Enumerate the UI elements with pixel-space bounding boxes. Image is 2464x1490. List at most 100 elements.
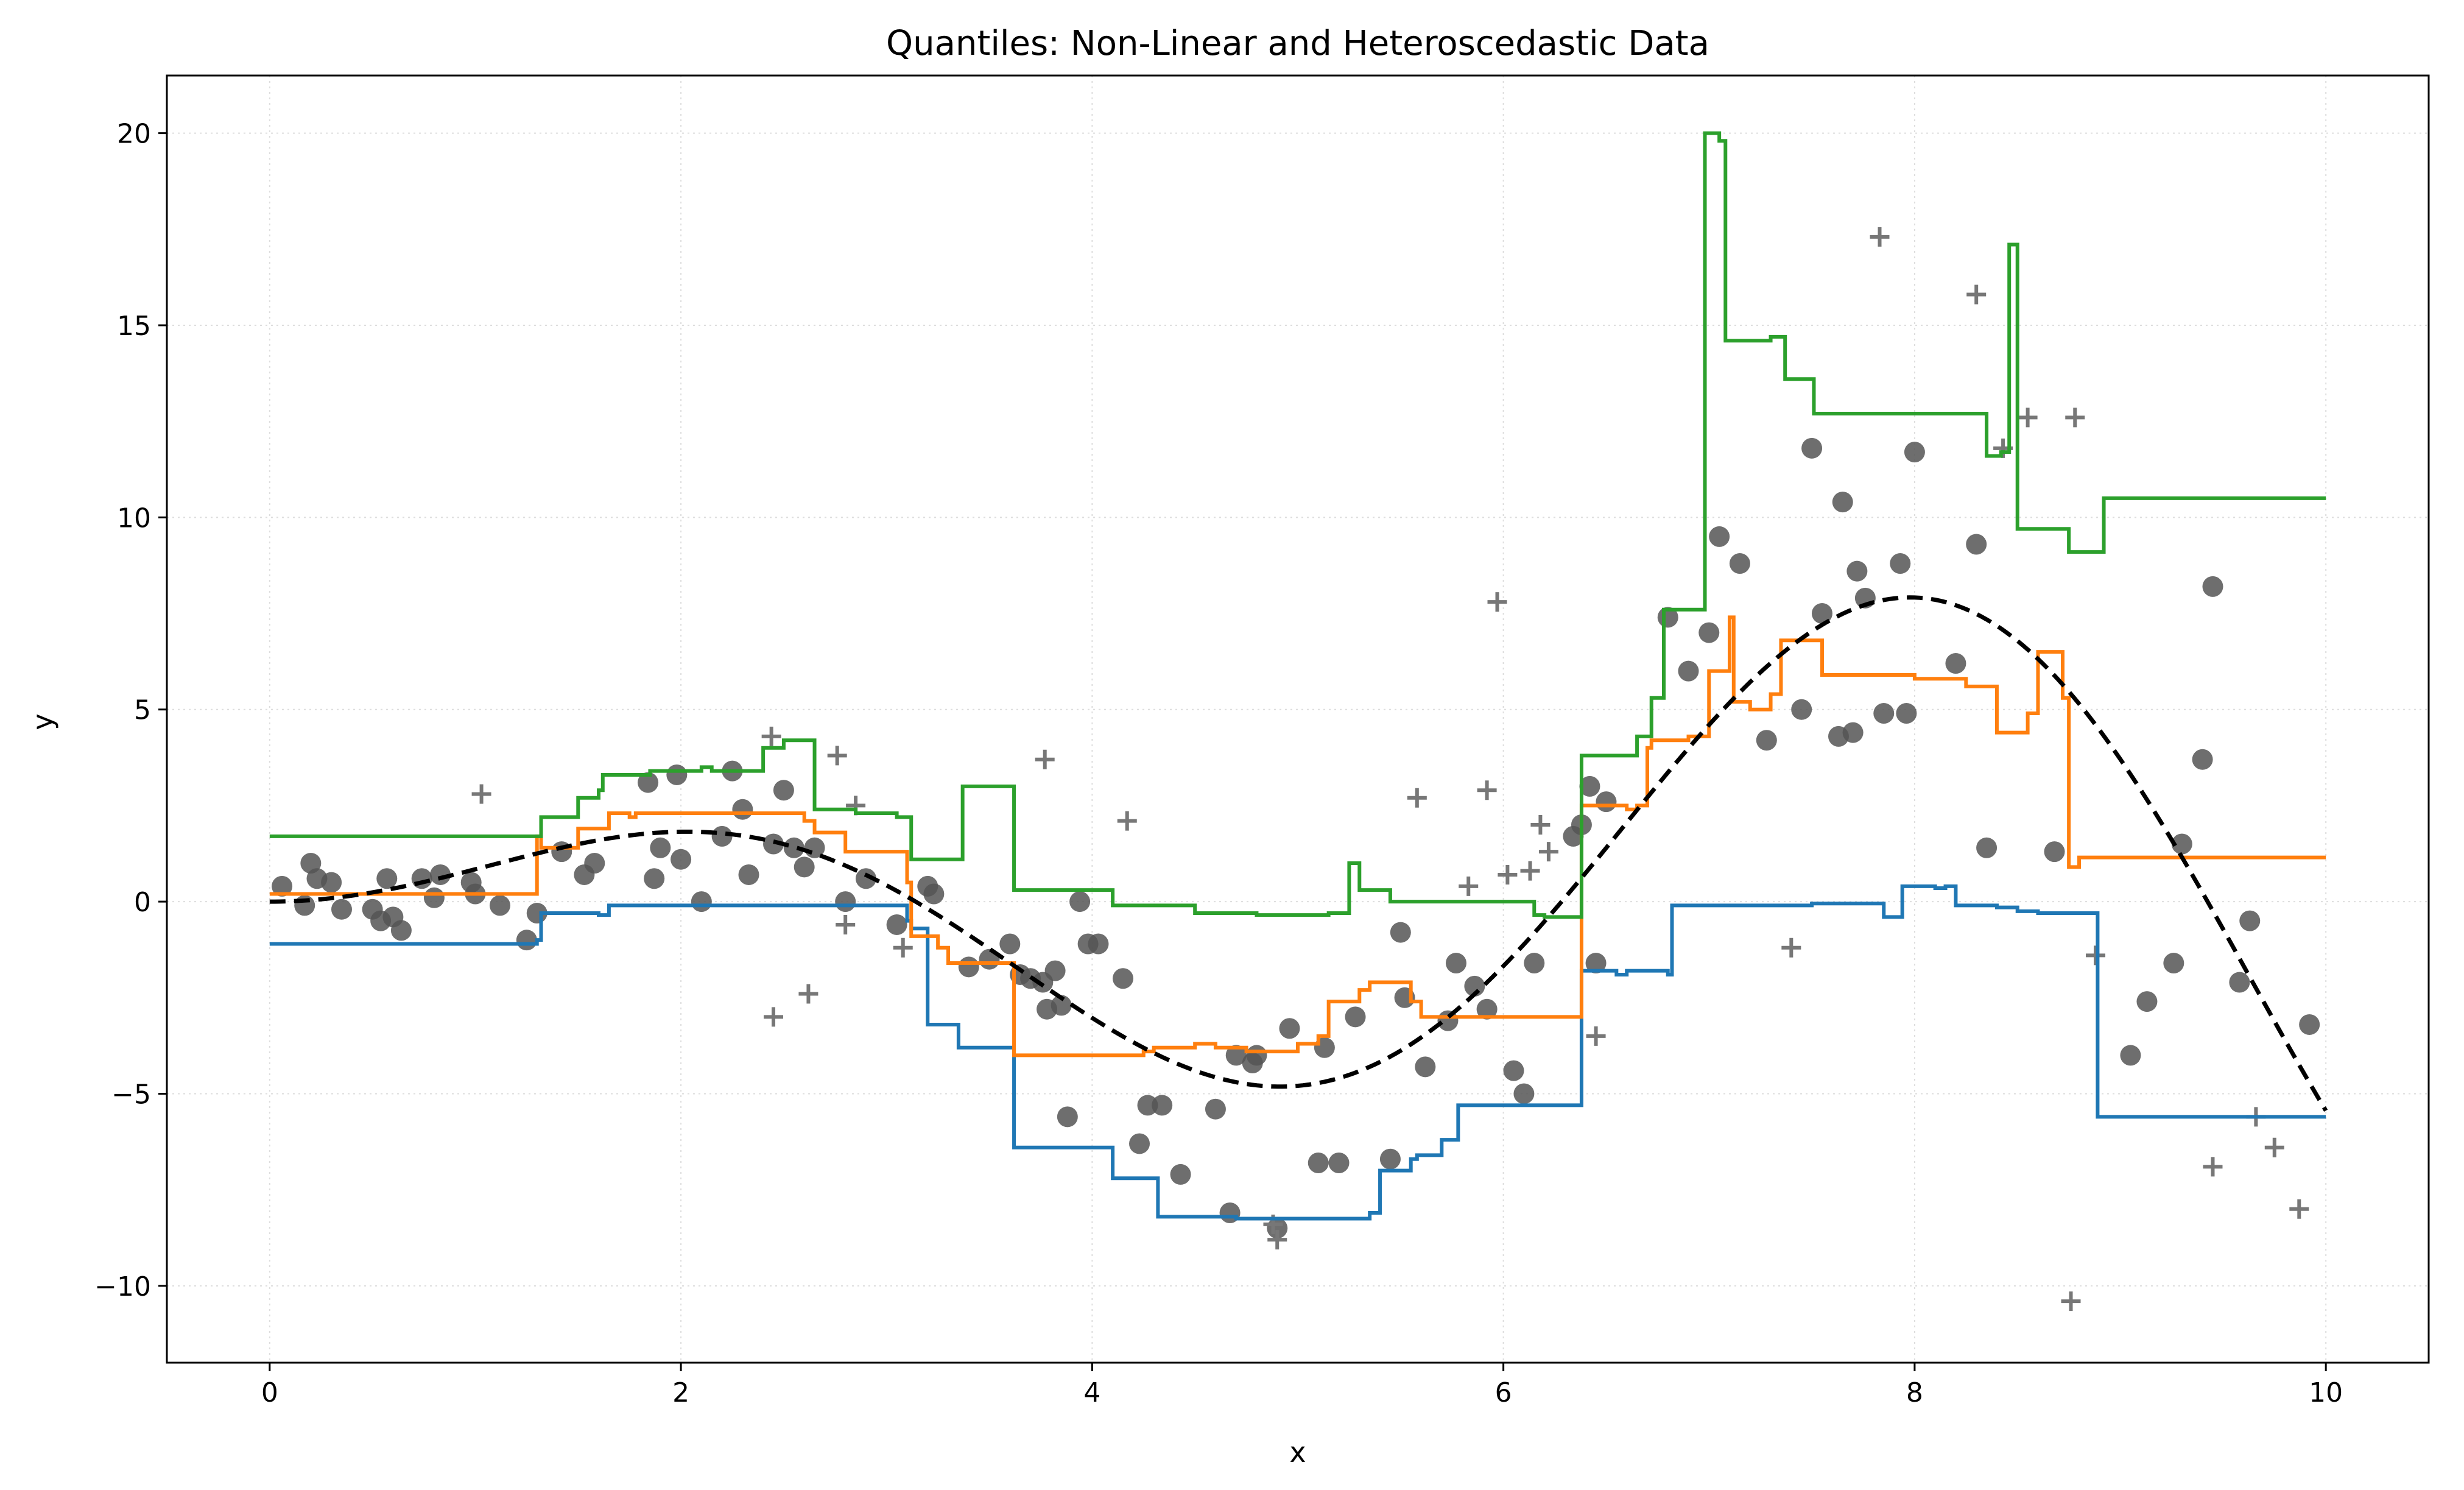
quantile-line-high: [269, 131, 2326, 919]
data-point: [2171, 833, 2192, 855]
outlier-point: [827, 746, 847, 766]
outlier-point: [1520, 861, 1540, 881]
y-tick-label: 0: [134, 887, 151, 918]
outlier-point: [1781, 937, 1801, 958]
outlier-point: [1586, 1026, 1606, 1046]
data-point: [2239, 910, 2261, 931]
data-point: [2136, 991, 2158, 1012]
x-tick-label: 4: [1083, 1377, 1100, 1408]
y-tick-label: 20: [117, 119, 151, 150]
outlier-point: [893, 937, 913, 958]
data-point: [1379, 1148, 1401, 1170]
data-point: [489, 895, 510, 916]
true-function-line: [269, 595, 2328, 1112]
data-point: [794, 856, 815, 878]
data-point: [886, 914, 907, 935]
grid-lines: [167, 76, 2429, 1363]
outlier-point: [471, 784, 491, 804]
data-point: [738, 864, 759, 885]
data-point: [958, 956, 979, 978]
axis-ticks: 0 2 4 6 8 10 −10 −5 0 5 10 15 20: [94, 119, 2343, 1408]
x-tick-label: 8: [1906, 1377, 1923, 1408]
data-point: [2299, 1014, 2320, 1035]
outlier-point: [1538, 842, 1558, 862]
data-point: [855, 868, 876, 889]
outlier-point: [2086, 945, 2106, 966]
outlier-point: [1035, 749, 1055, 769]
data-point: [2120, 1045, 2141, 1066]
outlier-point: [1498, 864, 1518, 884]
data-point: [1513, 1083, 1535, 1104]
data-point: [1832, 492, 1853, 513]
data-point: [1088, 933, 1109, 955]
outlier-point: [2018, 408, 2038, 428]
outlier-point: [836, 914, 856, 934]
data-point: [272, 875, 293, 897]
outlier-point: [2065, 408, 2085, 428]
data-point: [1698, 622, 1720, 643]
y-tick-label: −10: [94, 1271, 151, 1302]
data-point: [1811, 603, 1832, 624]
data-point: [773, 780, 794, 801]
data-point: [1170, 1163, 1191, 1185]
data-point: [294, 895, 315, 916]
data-point: [1069, 891, 1091, 913]
y-axis-label: y: [26, 713, 59, 730]
data-point: [390, 920, 412, 941]
data-point: [1873, 703, 1895, 724]
data-point: [1842, 722, 1864, 743]
x-tick-label: 6: [1495, 1377, 1512, 1408]
data-point: [1246, 1045, 1267, 1066]
data-point: [1445, 953, 1466, 974]
outlier-point: [1117, 811, 1137, 831]
data-point: [1596, 791, 1617, 813]
data-point: [666, 764, 688, 785]
outlier-point: [1477, 780, 1497, 800]
data-point: [2044, 841, 2065, 863]
data-point: [1328, 1153, 1350, 1174]
data-point: [1890, 553, 1911, 574]
quantile-line-low: [269, 884, 2326, 1221]
data-point: [1585, 953, 1607, 974]
data-point: [835, 891, 856, 913]
outlier-point: [764, 1007, 784, 1027]
data-point: [763, 833, 784, 855]
outlier-point: [1267, 1230, 1287, 1250]
data-point: [2229, 972, 2250, 993]
data-point: [783, 837, 804, 858]
data-point: [691, 891, 712, 913]
data-point: [1945, 653, 1966, 674]
data-point: [1044, 960, 1066, 981]
data-point: [1113, 968, 1134, 989]
data-point: [1308, 1153, 1329, 1174]
outlier-point: [2061, 1291, 2081, 1312]
data-point: [1345, 1006, 1366, 1028]
y-tick-label: 5: [134, 695, 151, 726]
outlier-point: [2203, 1157, 2223, 1177]
data-point: [1225, 1045, 1247, 1066]
x-axis-label: x: [1289, 1436, 1306, 1469]
data-point: [1503, 1060, 1524, 1081]
data-point: [1057, 1106, 1078, 1128]
data-point: [584, 853, 605, 874]
data-point: [430, 864, 451, 885]
outlier-point: [1407, 788, 1427, 808]
data-point: [516, 930, 537, 951]
outlier-point: [1459, 876, 1479, 896]
outlier-point: [1966, 284, 1987, 305]
data-point: [638, 772, 659, 793]
y-tick-label: 15: [117, 311, 151, 342]
data-point: [1579, 775, 1600, 797]
data-point: [1976, 837, 1998, 858]
outlier-points: [471, 227, 2309, 1312]
data-point: [2163, 953, 2184, 974]
data-point: [1152, 1095, 1173, 1116]
x-tick-label: 2: [672, 1377, 689, 1408]
data-point: [1205, 1098, 1226, 1120]
data-point: [1678, 660, 1699, 682]
plot-frame: [166, 74, 2430, 1364]
data-point: [644, 868, 665, 889]
data-point: [1476, 998, 1498, 1020]
